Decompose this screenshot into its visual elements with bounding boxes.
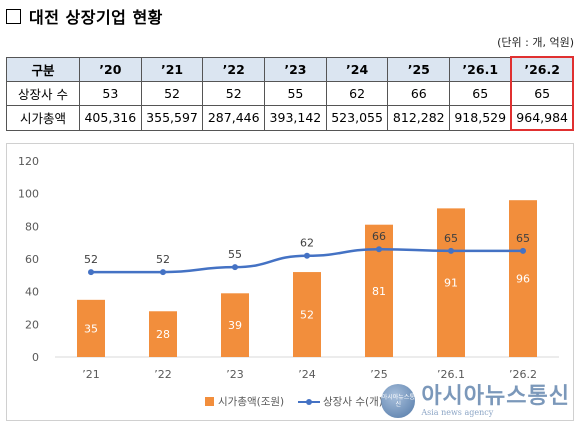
bar <box>437 208 465 357</box>
line-point <box>232 264 238 271</box>
line-data-label: 66 <box>372 230 386 243</box>
x-tick-label: ’26.2 <box>509 368 537 381</box>
x-tick-label: ’26.1 <box>437 368 465 381</box>
legend-label: 상장사 수(개) <box>323 396 383 408</box>
line-point <box>376 246 382 253</box>
legend-label: 시가총액(조원) <box>218 396 284 408</box>
bar-data-label: 96 <box>516 273 530 286</box>
header-cell: ’25 <box>387 56 451 82</box>
bar <box>77 299 105 357</box>
checkbox-square-icon <box>6 8 21 24</box>
line-point <box>88 269 94 276</box>
x-tick-label: ’21 <box>82 368 100 381</box>
bar-data-label: 52 <box>300 309 314 322</box>
x-tick-label: ’23 <box>226 368 244 381</box>
y-tick-label: 0 <box>32 351 39 364</box>
line-data-label: 52 <box>84 253 98 266</box>
y-tick-label: 40 <box>25 286 39 299</box>
bar <box>221 293 249 357</box>
table-cell-highlighted: 65 <box>510 81 574 106</box>
bar <box>149 311 177 357</box>
summary-table: 구분 ’20 ’21 ’22 ’23 ’24 ’25 ’26.1 ’26.2 상… <box>6 56 574 131</box>
table-cell: 55 <box>264 81 327 106</box>
header-cell: 구분 <box>6 56 80 82</box>
y-tick-label: 100 <box>18 188 39 201</box>
emblem-text: 아시아뉴스통신 <box>381 394 415 408</box>
header-cell: ’20 <box>79 56 142 82</box>
row-label: 시가총액 <box>6 105 80 131</box>
table-cell: 65 <box>449 81 512 106</box>
table-row: 상장사 수 53 52 52 55 62 66 65 65 <box>6 81 574 106</box>
table-cell: 52 <box>202 81 266 106</box>
y-tick-label: 80 <box>25 220 39 233</box>
watermark: 아시아뉴스통신 아시아뉴스통신 Asia news agency <box>381 384 570 418</box>
line-data-label: 65 <box>444 232 458 245</box>
table-cell: 812,282 <box>387 105 451 131</box>
y-tick-label: 20 <box>25 318 39 331</box>
bar-data-label: 91 <box>444 277 458 290</box>
header-cell: ’23 <box>264 56 327 82</box>
line-point <box>304 252 310 259</box>
table-cell: 405,316 <box>79 105 142 131</box>
table-cell: 62 <box>325 81 389 106</box>
line-data-label: 65 <box>516 232 530 245</box>
line-point <box>520 247 526 254</box>
unit-note: (단위 : 개, 억원) <box>497 36 574 49</box>
page-title: 대전 상장기업 현황 <box>6 4 163 28</box>
combo-chart: 0 20 40 60 80 100 120 35 28 39 52 81 91 96 ’21 ’22 ’23 ’2… <box>18 155 559 408</box>
line-data-label: 55 <box>228 248 242 261</box>
table-cell: 355,597 <box>140 105 204 131</box>
watermark-english: Asia news agency <box>421 407 494 417</box>
header-cell: ’24 <box>325 56 389 82</box>
table-cell: 66 <box>387 81 451 106</box>
bar-data-label: 81 <box>372 285 386 298</box>
line-point <box>448 247 454 254</box>
table-row: 시가총액 405,316 355,597 287,446 393,142 523… <box>6 105 574 131</box>
y-tick-label: 120 <box>18 155 39 168</box>
bar <box>293 272 321 357</box>
line-point <box>160 269 166 276</box>
title-text: 대전 상장기업 현황 <box>29 8 163 27</box>
x-tick-label: ’25 <box>370 368 388 381</box>
bar-data-label: 28 <box>156 328 170 341</box>
watermark-korean: 아시아뉴스통신 <box>421 383 570 409</box>
header-cell: ’21 <box>140 56 204 82</box>
legend-bar-swatch-icon <box>205 397 214 406</box>
line-data-label: 62 <box>300 237 314 250</box>
x-tick-label: ’22 <box>154 368 172 381</box>
header-cell-highlighted: ’26.2 <box>510 56 574 82</box>
table-cell: 523,055 <box>325 105 389 131</box>
table-cell-highlighted: 964,984 <box>510 105 574 131</box>
chart-container: 0 20 40 60 80 100 120 35 28 39 52 81 91 96 ’21 ’22 ’23 ’2… <box>6 143 574 421</box>
table-cell: 393,142 <box>264 105 327 131</box>
bar <box>509 200 537 357</box>
agency-emblem-icon: 아시아뉴스통신 <box>381 384 416 418</box>
legend-line-marker-icon <box>306 399 312 405</box>
table-cell: 287,446 <box>202 105 266 131</box>
row-label: 상장사 수 <box>6 81 80 106</box>
table-header-row: 구분 ’20 ’21 ’22 ’23 ’24 ’25 ’26.1 ’26.2 <box>6 56 574 82</box>
x-tick-label: ’24 <box>298 368 316 381</box>
table-cell: 53 <box>79 81 142 106</box>
header-cell: ’22 <box>202 56 266 82</box>
y-tick-label: 60 <box>25 253 39 266</box>
bar-data-label: 39 <box>228 319 242 332</box>
table-cell: 52 <box>140 81 204 106</box>
bar-data-label: 35 <box>84 322 98 335</box>
header-cell: ’26.1 <box>449 56 512 82</box>
line-data-label: 52 <box>156 253 170 266</box>
table-cell: 918,529 <box>449 105 512 131</box>
